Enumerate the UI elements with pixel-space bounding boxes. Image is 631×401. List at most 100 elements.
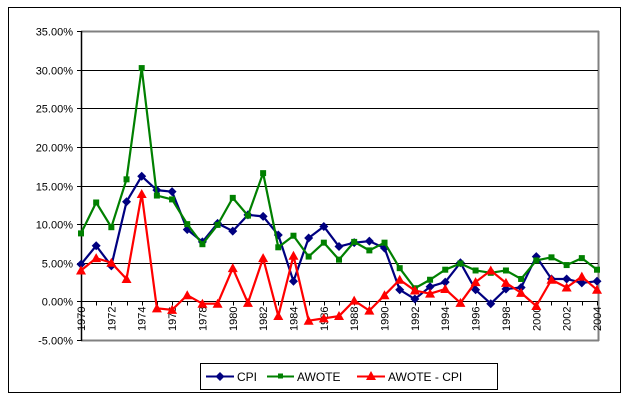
x-tick-label: 1998 [501,307,513,331]
diamond-marker-icon [122,197,132,207]
square-marker-icon [518,275,525,282]
diamond-marker-icon [76,259,86,269]
square-marker-icon [533,257,540,264]
triangle-marker-icon [425,288,436,298]
y-tick-label: 0.00% [42,297,73,309]
y-tick-label: 35.00% [36,27,74,39]
square-marker-icon [93,199,100,206]
triangle-marker-icon [167,304,178,314]
triangle-marker-icon [197,298,208,308]
diamond-marker-icon [410,294,420,304]
x-tick-label: 1984 [288,307,300,331]
square-marker-icon [502,267,509,274]
diamond-marker-icon [395,285,405,295]
triangle-marker-icon [151,303,162,313]
x-tick-label: 1982 [258,307,270,331]
square-marker-icon [275,244,282,251]
square-marker-icon [278,373,283,379]
triangle-marker-icon [136,188,147,198]
square-marker-icon [563,262,570,269]
triangle-marker-icon [440,284,451,294]
triangle-marker-icon [349,295,360,305]
triangle-marker-icon [592,284,602,294]
diamond-marker-icon [215,372,225,381]
diamond-marker-icon [425,282,435,292]
x-tick-label: 1974 [137,307,149,331]
triangle-marker-icon [303,315,314,325]
triangle-marker-icon [318,313,329,323]
square-marker-icon [78,230,84,237]
plot-area: 35.00% 30.00% 25.00% 20.00% 15.00% 10.00% 5.00… [36,27,604,348]
triangle-marker-icon [455,297,466,307]
square-marker-icon [351,238,358,245]
diamond-marker-icon [486,299,496,309]
square-marker-icon [442,266,449,273]
triangle-marker-icon [394,274,405,284]
legend-label-cpi: CPI [237,370,257,384]
diamond-marker-icon [364,236,374,246]
chart-frame [8,7,621,393]
triangle-marker-icon [470,277,481,287]
series-awote [78,65,600,292]
triangle-marker-icon [364,305,375,315]
square-marker-icon [184,221,191,228]
diamond-marker-icon [516,282,526,292]
triangle-marker-icon [212,298,223,308]
square-marker-icon [260,170,267,177]
legend-item-awote-cpi: AWOTE - CPI [357,370,462,384]
square-marker-icon [229,194,236,201]
triangle-marker-icon [182,290,193,300]
square-marker-icon [214,221,221,228]
square-marker-icon [123,176,130,183]
x-tick-label: 2000 [531,307,543,331]
x-tick-label: 1996 [471,307,483,331]
diamond-marker-icon [562,274,572,284]
square-marker-icon [138,65,145,72]
x-tick-label: 2002 [562,307,574,331]
triangle-marker-icon [379,290,390,300]
x-tick-label: 1988 [349,307,361,331]
series-layer [76,65,602,325]
square-marker-icon [594,266,600,273]
x-tick-label: 1994 [440,307,452,331]
square-marker-icon [336,256,342,263]
square-marker-icon [320,239,327,246]
square-marker-icon [578,255,585,262]
square-marker-icon [366,247,373,254]
triangle-marker-icon [258,253,269,263]
square-marker-icon [457,260,464,267]
y-tick-label: -5.00% [38,336,73,348]
diamond-marker-icon [334,242,344,252]
diamond-marker-icon [258,211,268,221]
triangle-marker-icon [366,371,376,380]
square-marker-icon [199,241,206,248]
triangle-marker-icon [531,301,542,311]
x-tick-label: 1990 [380,307,392,331]
series-awote-cpi [76,188,602,325]
square-marker-icon [169,196,176,203]
diamond-marker-icon [288,276,298,286]
y-axis: 35.00% 30.00% 25.00% 20.00% 15.00% 10.00% 5.00… [36,27,83,348]
triangle-marker-icon [485,265,496,275]
y-tick-label: 20.00% [36,143,74,155]
x-tick-label: 1980 [228,307,240,331]
legend-label-awote: AWOTE [297,370,341,384]
square-marker-icon [244,212,251,219]
triangle-marker-icon [409,285,420,295]
triangle-marker-icon [500,277,511,287]
y-tick-label: 30.00% [36,66,74,78]
y-tick-label: 5.00% [42,259,73,271]
diamond-marker-icon [304,233,314,243]
triangle-marker-icon [91,253,102,263]
diamond-marker-icon [91,241,101,251]
y-tick-label: 15.00% [36,182,74,194]
x-tick-label: 1970 [76,307,88,331]
triangle-marker-icon [561,282,572,292]
square-marker-icon [381,239,388,246]
x-tick-label: 1978 [197,307,209,331]
square-marker-icon [108,224,115,231]
diamond-marker-icon [137,171,147,181]
square-marker-icon [153,192,160,199]
triangle-marker-icon [288,250,299,260]
